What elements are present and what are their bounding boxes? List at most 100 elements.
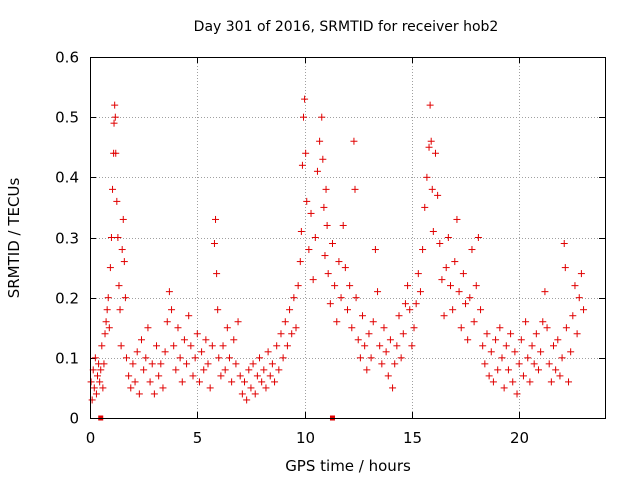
axis-ticks: 0 0.1 0.2 0.3 0.4 0.5 0.6 0 5 10 15 20 [55, 49, 605, 447]
data-point [365, 330, 373, 338]
data-point [515, 360, 523, 368]
data-point [185, 312, 193, 320]
data-point [426, 101, 434, 109]
data-point [159, 384, 167, 392]
data-point [447, 282, 454, 290]
data-point [212, 215, 220, 223]
data-point [258, 378, 266, 386]
data-point [245, 366, 253, 374]
data-point [313, 167, 321, 175]
data-point [256, 354, 264, 362]
data-point [96, 378, 104, 386]
data-point [297, 227, 305, 235]
data-point [238, 390, 246, 398]
data-point [483, 330, 491, 338]
data-point [180, 336, 188, 344]
data-point [573, 330, 581, 338]
data-point [477, 306, 485, 314]
data-point [356, 354, 364, 362]
data-point [105, 324, 113, 332]
data-point [421, 203, 429, 211]
data-point [87, 378, 95, 386]
data-point [474, 234, 482, 241]
data-point [561, 264, 569, 272]
data-point [479, 342, 487, 350]
data-point [451, 258, 459, 266]
data-point [127, 384, 135, 392]
data-point [204, 360, 212, 368]
x-tick-label: 10 [296, 429, 315, 447]
x-tick-label: 15 [403, 429, 422, 447]
data-point [539, 318, 547, 326]
x-tick-label: 20 [510, 429, 529, 447]
data-point [251, 390, 259, 398]
data-point [470, 318, 478, 326]
data-point [262, 384, 270, 392]
data-point [457, 324, 465, 332]
data-point [431, 149, 439, 157]
data-point [526, 378, 534, 386]
data-point [219, 342, 227, 350]
data-point [532, 330, 540, 338]
data-point [307, 209, 315, 217]
data-point [496, 324, 504, 332]
data-point [183, 360, 191, 368]
data-point [335, 258, 343, 266]
data-point [266, 372, 274, 380]
data-point [567, 348, 575, 356]
data-point [511, 348, 519, 356]
y-tick-label: 0.4 [55, 169, 79, 187]
grid [90, 57, 605, 418]
data-point [111, 113, 119, 121]
data-point [545, 360, 553, 368]
y-tick-label: 0.6 [55, 49, 79, 67]
data-point [109, 185, 117, 193]
data-point [120, 258, 128, 266]
data-point [428, 185, 436, 193]
data-point [322, 185, 330, 193]
data-point [389, 384, 397, 392]
data-point [129, 360, 137, 368]
data-point [434, 191, 442, 199]
data-point [319, 155, 327, 163]
data-point [202, 336, 210, 344]
data-point [376, 342, 384, 350]
data-point [575, 294, 583, 302]
data-point [213, 270, 221, 278]
data-point [140, 366, 148, 374]
data-point [116, 306, 124, 314]
y-tick-label: 0.5 [55, 109, 79, 127]
data-point [163, 318, 171, 326]
data-point [170, 342, 178, 350]
y-axis-title: SRMTID / TECUs [5, 178, 23, 299]
data-point [560, 240, 568, 248]
data-point [117, 342, 125, 350]
data-point [157, 360, 165, 368]
data-point [416, 288, 424, 296]
data-point [354, 336, 362, 344]
data-point [174, 324, 182, 332]
data-point [91, 354, 99, 362]
data-point [326, 300, 334, 308]
data-point [260, 366, 268, 374]
chart-title: Day 301 of 2016, SRMTID for receiver hob… [194, 19, 499, 35]
data-point [271, 378, 279, 386]
data-point [507, 330, 515, 338]
data-point [419, 246, 427, 254]
data-point [350, 137, 358, 145]
data-point [223, 324, 231, 332]
data-point [115, 282, 123, 290]
data-point [502, 342, 510, 350]
data-point [228, 378, 236, 386]
data-point [103, 306, 111, 314]
data-point [378, 360, 386, 368]
data-point [485, 372, 493, 380]
data-point [288, 330, 296, 338]
data-point [311, 234, 319, 241]
data-point [225, 354, 233, 362]
data-point [489, 378, 497, 386]
data-point [142, 354, 150, 362]
data-point [348, 324, 356, 332]
data-point [298, 161, 306, 169]
